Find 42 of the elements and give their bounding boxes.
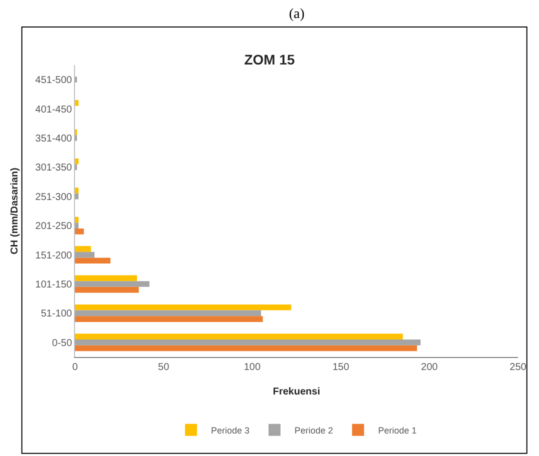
legend-label: Periode 2 [294, 425, 334, 436]
bar [75, 222, 79, 229]
bar [75, 345, 417, 352]
bar [75, 286, 139, 293]
bar [75, 258, 110, 264]
y-tick-label: 101-150 [35, 280, 72, 290]
bar [75, 158, 79, 164]
bar [75, 246, 91, 252]
bar [75, 310, 262, 316]
bar [75, 275, 138, 282]
legend-label: Periode 1 [378, 425, 417, 436]
bar [75, 216, 79, 223]
y-tick-label: 0-50 [52, 338, 72, 349]
bar [75, 281, 150, 287]
y-tick-label: 151-200 [35, 250, 72, 262]
text: (a) [289, 7, 305, 22]
bar [75, 100, 79, 106]
bar [75, 316, 263, 322]
y-tick-label: 401-450 [35, 104, 72, 116]
x-tick-label: 150 [332, 362, 350, 373]
bar [75, 188, 79, 194]
x-tick-label: 0 [72, 362, 78, 373]
y-tick-label: 251-300 [35, 192, 72, 203]
bar [75, 252, 94, 258]
x-axis-title: Frekuensi [272, 386, 320, 398]
y-tick-label: 51-100 [40, 308, 72, 320]
x-tick-label: 250 [510, 362, 527, 373]
y-tick-label: 201-250 [35, 221, 72, 232]
x-tick-label: 200 [421, 362, 438, 373]
bar [75, 334, 403, 340]
bar [75, 339, 421, 346]
chart-title: ZOM 15 [244, 52, 295, 68]
y-tick-label: 451-500 [35, 75, 72, 86]
y-axis-title: CH (mm/Dasarian) [9, 168, 20, 254]
x-tick-label: 50 [158, 362, 170, 373]
y-tick-label: 351-400 [35, 134, 72, 144]
x-tick-label: 100 [244, 362, 261, 373]
legend-label: Periode 3 [211, 425, 250, 436]
bar [75, 304, 292, 310]
bar [75, 228, 84, 234]
y-tick-label: 301-350 [35, 162, 72, 174]
bar [75, 193, 79, 200]
